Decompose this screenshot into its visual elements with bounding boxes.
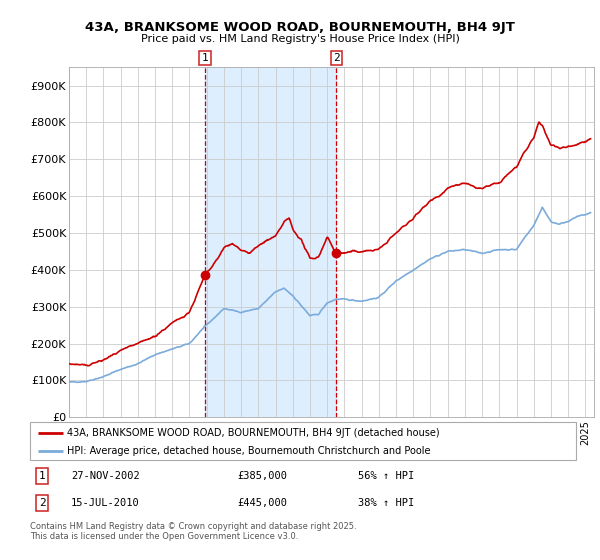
Text: Contains HM Land Registry data © Crown copyright and database right 2025.
This d: Contains HM Land Registry data © Crown c… [30,522,356,542]
Text: 1: 1 [38,471,46,481]
Bar [205,67,337,417]
Text: 2: 2 [333,53,340,63]
FancyBboxPatch shape [30,422,576,460]
Text: HPI: Average price, detached house, Bournemouth Christchurch and Poole: HPI: Average price, detached house, Bour… [67,446,431,456]
Text: 43A, BRANKSOME WOOD ROAD, BOURNEMOUTH, BH4 9JT: 43A, BRANKSOME WOOD ROAD, BOURNEMOUTH, B… [85,21,515,34]
Text: 15-JUL-2010: 15-JUL-2010 [71,498,140,508]
Text: Price paid vs. HM Land Registry's House Price Index (HPI): Price paid vs. HM Land Registry's House … [140,34,460,44]
Text: 2: 2 [38,498,46,508]
Text: 43A, BRANKSOME WOOD ROAD, BOURNEMOUTH, BH4 9JT (detached house): 43A, BRANKSOME WOOD ROAD, BOURNEMOUTH, B… [67,427,440,437]
Text: 56% ↑ HPI: 56% ↑ HPI [358,471,414,481]
Text: £385,000: £385,000 [238,471,287,481]
Text: £445,000: £445,000 [238,498,287,508]
Text: 27-NOV-2002: 27-NOV-2002 [71,471,140,481]
Text: 38% ↑ HPI: 38% ↑ HPI [358,498,414,508]
Text: 1: 1 [202,53,208,63]
